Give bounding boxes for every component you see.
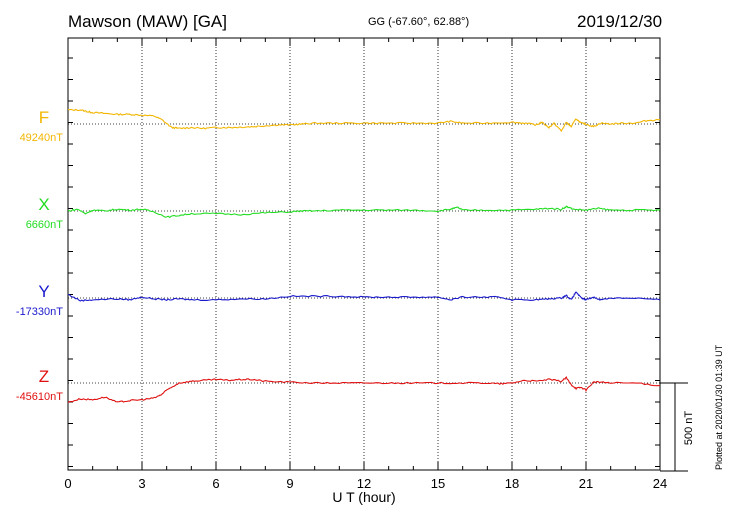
grid <box>68 38 660 470</box>
station-title: Mawson (MAW) [GA] <box>68 12 227 31</box>
series-label-z: Z <box>39 367 49 386</box>
scale-bar-label: 500 nT <box>683 411 695 446</box>
series-label-f: F <box>39 108 49 127</box>
x-tick-label: 15 <box>431 476 445 491</box>
x-tick-label: 24 <box>653 476 667 491</box>
series-label-y: Y <box>38 282 49 301</box>
x-tick-label: 6 <box>212 476 219 491</box>
series-label-x: X <box>38 195 49 214</box>
baseline-value-x: 6660nT <box>26 219 64 231</box>
x-axis-label: U T (hour) <box>332 489 395 505</box>
x-tick-label: 0 <box>64 476 71 491</box>
baseline-value-y: -17330nT <box>16 306 63 318</box>
series-group: F 49240nT X 6660nT Y -17330nT Z -45610nT <box>16 108 661 404</box>
station-coordinates: GG (-67.60°, 62.88°) <box>368 16 470 28</box>
series-line-y <box>67 291 661 302</box>
x-tick-label: 18 <box>505 476 519 491</box>
baseline-value-f: 49240nT <box>20 132 64 144</box>
series-line-z <box>67 376 661 404</box>
x-tick-label: 9 <box>286 476 293 491</box>
series-line-f <box>67 108 661 133</box>
x-tick-label: 3 <box>138 476 145 491</box>
x-tick-label: 12 <box>357 476 371 491</box>
axis-ticks: 0 3 6 9 12 15 18 21 24 <box>64 38 667 491</box>
x-tick-label: 21 <box>579 476 593 491</box>
date-label: 2019/12/30 <box>577 12 663 31</box>
baseline-value-z: -45610nT <box>16 391 63 403</box>
scale-bar: 500 nT <box>660 382 695 472</box>
series-line-x <box>67 205 661 219</box>
